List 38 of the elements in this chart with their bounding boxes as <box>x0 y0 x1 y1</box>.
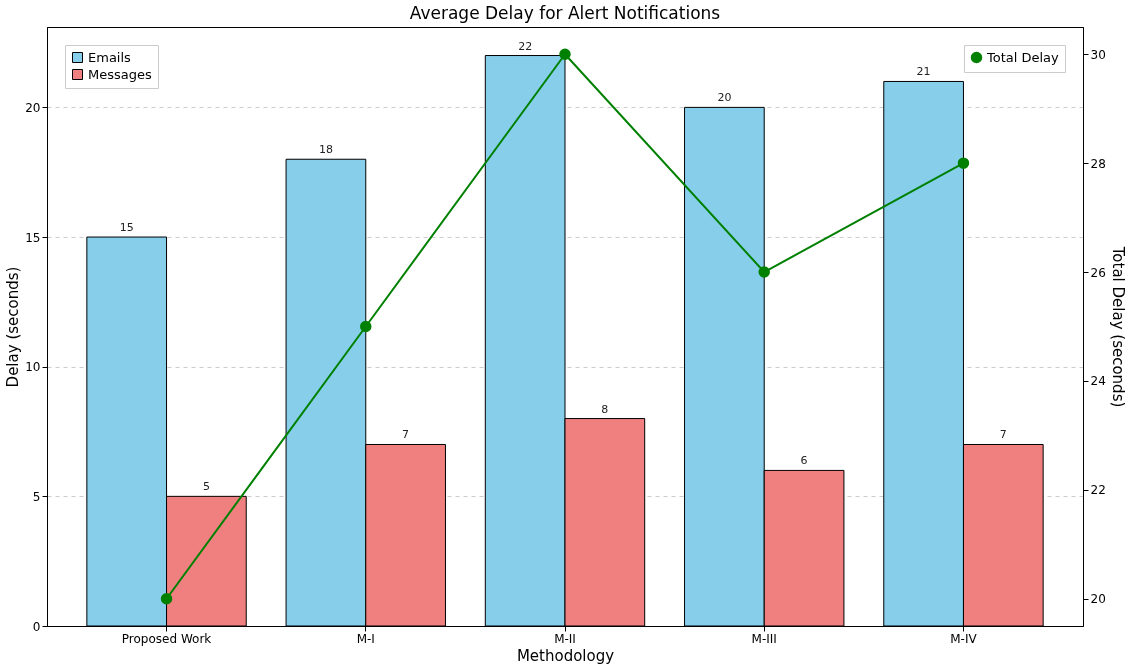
data-label: 8 <box>601 402 609 416</box>
data-label: 15 <box>119 221 134 235</box>
y-tick-label: 0 <box>32 619 41 634</box>
x-tick-label: M-I <box>356 631 375 646</box>
y2-tick-label: 26 <box>1090 265 1106 280</box>
data-label: 7 <box>999 428 1007 442</box>
data-label: 20 <box>717 91 732 105</box>
y-axis-title: Delay (seconds) <box>4 266 23 388</box>
data-label: 21 <box>916 65 931 79</box>
legend-label: Messages <box>88 66 152 82</box>
chart-title: Average Delay for Alert Notifications <box>409 3 721 23</box>
y-tick-label: 15 <box>25 230 41 245</box>
data-label: 7 <box>402 428 410 442</box>
point <box>160 593 173 605</box>
x-tick-label: Proposed Work <box>121 631 212 646</box>
y-tick-label: 20 <box>25 100 41 115</box>
y2-axis-title: Total Delay (seconds) <box>1108 245 1127 408</box>
y2-tick-label: 20 <box>1090 592 1106 607</box>
y2-tick-label: 24 <box>1090 374 1106 389</box>
x-axis-title: Methodology <box>516 646 615 665</box>
x-tick-label: M-IV <box>950 631 978 646</box>
y-tick-label: 10 <box>25 360 41 375</box>
legend-label: Total Delay <box>986 49 1060 65</box>
data-label: 5 <box>202 480 210 494</box>
point <box>559 48 571 60</box>
y2-tick-label: 30 <box>1090 47 1106 62</box>
data-label: 18 <box>318 143 333 157</box>
point <box>360 320 372 333</box>
data-label: 22 <box>518 39 533 53</box>
x-tick-label: M-II <box>554 631 576 646</box>
legend-label: Emails <box>88 49 132 65</box>
x-tick-label: M-III <box>751 631 777 646</box>
point <box>957 157 970 169</box>
y-tick-label: 5 <box>32 489 41 504</box>
point <box>758 266 770 278</box>
y2-tick-label: 28 <box>1090 156 1106 171</box>
data-label: 6 <box>800 454 808 468</box>
y2-tick-label: 22 <box>1090 483 1106 498</box>
